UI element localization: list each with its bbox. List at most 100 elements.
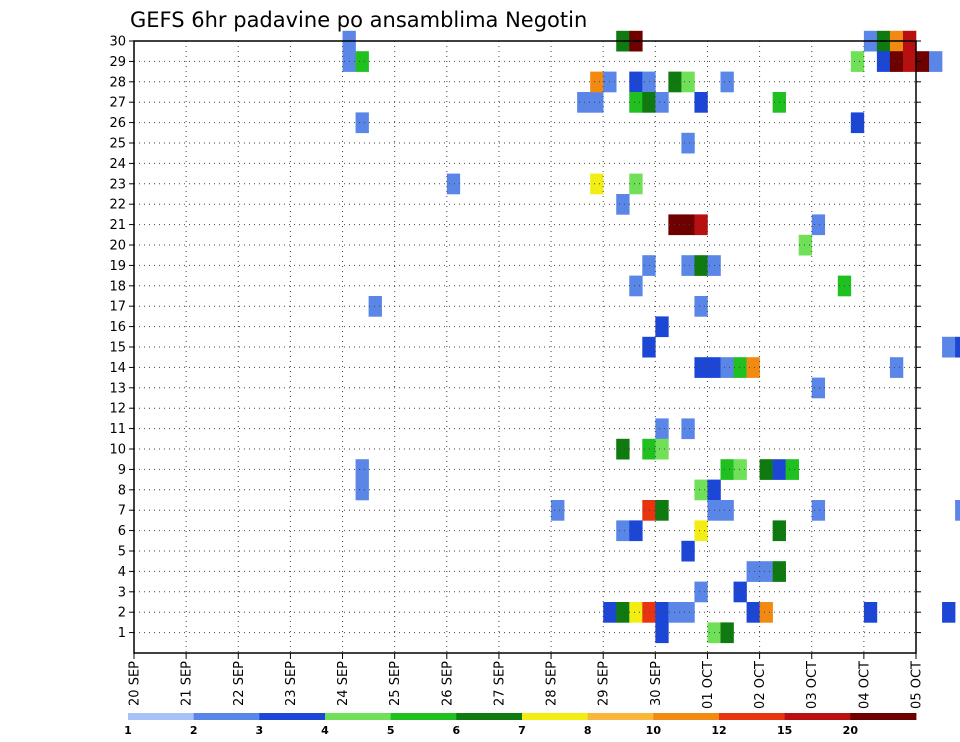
y-tick-label: 19 <box>109 259 126 274</box>
data-cell <box>720 71 734 93</box>
colorbar-segment <box>390 713 457 720</box>
data-cell <box>642 602 656 623</box>
data-cell <box>590 92 604 113</box>
colorbar-segment <box>456 713 523 720</box>
data-cell <box>629 173 643 195</box>
colorbar-label: 8 <box>584 724 592 737</box>
data-cell <box>616 602 630 623</box>
data-cell <box>577 92 591 113</box>
data-cell <box>681 71 695 93</box>
data-cell <box>694 255 708 276</box>
colorbar-label: 4 <box>321 724 329 737</box>
data-cell <box>759 459 773 480</box>
data-cell <box>785 459 799 480</box>
data-cells <box>342 30 960 644</box>
data-cell <box>655 602 669 623</box>
data-cell <box>942 602 956 623</box>
data-cell <box>929 51 943 72</box>
colorbar-label: 12 <box>711 724 726 737</box>
data-cell <box>616 438 630 460</box>
y-tick-label: 4 <box>118 565 126 580</box>
data-cell <box>655 418 669 440</box>
y-tick-label: 9 <box>118 463 126 478</box>
data-cell <box>655 622 669 644</box>
data-cell <box>642 438 656 460</box>
x-tick-label: 02 OCT <box>753 661 768 709</box>
data-cell <box>681 132 695 154</box>
data-cell <box>668 214 682 236</box>
data-cell <box>655 92 669 113</box>
x-tick-label: 20 SEP <box>128 661 143 706</box>
data-cell <box>694 357 708 378</box>
x-tick-label: 21 SEP <box>180 661 195 706</box>
data-cell <box>629 602 643 623</box>
colorbar-segment <box>653 713 720 720</box>
colorbar-label: 3 <box>256 724 264 737</box>
x-axis: 20 SEP 21 SEP 22 SEP 23 SEP 24 SEP 25 SEP 26 S… <box>128 653 925 709</box>
data-cell <box>355 459 369 480</box>
y-axis: 1234567891011121314151617181920212223242… <box>109 35 921 641</box>
colorbar-segment <box>522 713 589 720</box>
data-cell <box>446 173 461 195</box>
y-tick-label: 24 <box>109 157 126 172</box>
y-tick-label: 15 <box>109 341 126 356</box>
data-cell <box>811 500 826 521</box>
data-cell <box>655 438 669 460</box>
grid <box>134 41 916 653</box>
data-cell <box>850 51 865 72</box>
data-cell <box>655 316 669 338</box>
y-tick-label: 30 <box>109 35 126 50</box>
y-tick-label: 20 <box>109 239 126 254</box>
y-tick-label: 13 <box>109 381 126 396</box>
y-tick-label: 7 <box>118 504 126 519</box>
data-cell <box>759 602 773 623</box>
data-cell <box>746 561 760 582</box>
x-tick-label: 23 SEP <box>284 661 299 706</box>
y-tick-label: 17 <box>109 300 126 315</box>
y-tick-label: 21 <box>109 218 126 233</box>
data-cell <box>355 51 369 72</box>
data-cell <box>811 214 826 236</box>
colorbar: 1 2 3 4 5 6 7 8 10 12 15 20 <box>124 713 917 737</box>
colorbar-segment <box>193 713 260 720</box>
x-tick-label: 05 OCT <box>910 661 925 709</box>
data-cell <box>720 622 734 644</box>
x-tick-label: 28 SEP <box>545 661 560 706</box>
data-cell <box>681 255 695 276</box>
data-cell <box>616 194 630 215</box>
y-tick-label: 16 <box>109 320 126 335</box>
y-tick-label: 3 <box>118 585 126 600</box>
data-cell <box>746 602 760 623</box>
colorbar-segment <box>259 713 326 720</box>
y-tick-label: 11 <box>109 422 126 437</box>
data-cell <box>798 234 813 256</box>
x-tick-label: 04 OCT <box>857 661 872 709</box>
data-cell <box>720 357 734 378</box>
colorbar-label: 10 <box>646 724 662 737</box>
data-cell <box>733 357 747 378</box>
data-cell <box>694 581 708 603</box>
data-cell <box>681 214 695 236</box>
colorbar-segment <box>128 713 195 720</box>
data-cell <box>681 602 695 623</box>
x-tick-label: 03 OCT <box>805 661 820 709</box>
x-tick-label: 25 SEP <box>388 661 403 706</box>
y-tick-label: 26 <box>109 116 126 131</box>
data-cell <box>733 459 747 480</box>
colorbar-label: 6 <box>453 724 461 737</box>
x-tick-label: 22 SEP <box>232 661 247 706</box>
colorbar-segment <box>850 713 917 720</box>
data-cell <box>955 336 960 358</box>
x-tick-label: 27 SEP <box>492 661 507 706</box>
data-cell <box>642 71 656 93</box>
colorbar-label: 1 <box>124 724 132 737</box>
colorbar-segment <box>719 713 786 720</box>
y-tick-label: 25 <box>109 137 126 152</box>
data-cell <box>642 92 656 113</box>
y-tick-label: 29 <box>109 55 126 70</box>
x-tick-label: 26 SEP <box>440 661 455 706</box>
data-cell <box>889 357 904 378</box>
data-cell <box>916 51 930 72</box>
y-tick-label: 1 <box>118 626 126 641</box>
